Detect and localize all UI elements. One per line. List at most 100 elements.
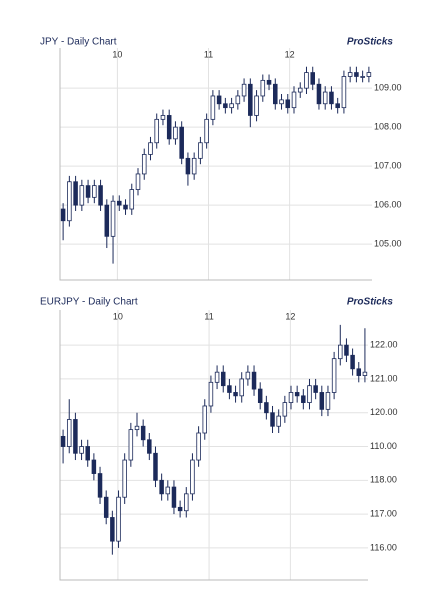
candle-body <box>338 344 343 360</box>
candle-body <box>60 208 66 222</box>
candle-body <box>85 185 91 198</box>
candle-body <box>148 142 153 155</box>
candle-body <box>141 154 147 175</box>
candle-body <box>79 446 84 454</box>
candle-body <box>97 473 103 498</box>
candle-body <box>270 412 275 427</box>
candle-body <box>223 103 228 109</box>
candle-body <box>282 402 288 417</box>
candle-body <box>160 115 166 120</box>
candle-body <box>184 493 189 512</box>
candle-body <box>335 103 340 109</box>
candle-body <box>166 115 172 140</box>
candle-body <box>104 204 110 237</box>
candle-body <box>85 446 90 461</box>
candle-body <box>66 419 72 447</box>
candle-body <box>297 87 303 93</box>
candle-body <box>294 392 300 397</box>
candle-body <box>196 432 201 461</box>
candle-body <box>354 72 359 77</box>
candle-body <box>325 392 331 410</box>
y-tick-label: 117.00 <box>370 508 397 518</box>
y-tick-label: 118.00 <box>370 475 397 485</box>
candle-body <box>216 95 222 105</box>
candle-body <box>260 79 266 97</box>
plot-frame <box>59 48 372 281</box>
y-tick-label: 121.00 <box>370 373 398 383</box>
candle-body <box>128 429 134 461</box>
candle-body <box>98 185 103 206</box>
candle-body <box>202 405 208 434</box>
candle-body <box>331 358 337 393</box>
candle-body <box>198 142 203 159</box>
candle-body <box>307 385 312 403</box>
candle-body <box>110 517 115 542</box>
candle-body <box>254 95 259 116</box>
x-tick-label: 11 <box>204 49 213 59</box>
candle-body <box>92 185 97 198</box>
candle-body <box>229 103 234 109</box>
candle-body <box>285 99 291 109</box>
x-tick-label: 11 <box>204 311 213 321</box>
candle-body <box>60 435 66 447</box>
candle-body <box>91 459 97 474</box>
candle-body <box>257 388 263 403</box>
brand: ProSticks <box>347 37 394 48</box>
candle-body <box>179 126 184 159</box>
candle-body <box>171 486 177 508</box>
candle-body <box>190 459 195 495</box>
candle-body <box>153 452 158 481</box>
y-tick-label: 122.00 <box>370 340 398 350</box>
candle-body <box>301 395 306 403</box>
candle-body <box>177 506 183 512</box>
candle-body <box>233 392 238 397</box>
candle-body <box>279 99 284 105</box>
candle-body <box>210 95 216 120</box>
candle-body <box>191 157 197 175</box>
candle-body <box>344 344 349 356</box>
candle-body <box>73 181 78 206</box>
brand: ProSticks <box>347 297 394 308</box>
candle-body <box>360 76 365 78</box>
candle-body <box>134 425 140 431</box>
candle-body <box>276 415 281 427</box>
y-tick-label: 110.00 <box>370 441 397 451</box>
candle-body <box>173 126 178 140</box>
candle-body <box>135 173 141 190</box>
candle-body <box>304 72 309 89</box>
candle-body <box>350 354 355 370</box>
candle-body <box>154 118 159 144</box>
candle-body <box>316 83 322 105</box>
candle-body <box>73 419 78 454</box>
candle-body <box>248 83 253 116</box>
y-tick-label: 120.00 <box>370 407 398 417</box>
chart-title: JPY - Daily Chart <box>40 37 117 48</box>
candle-body <box>227 385 232 393</box>
candle-body <box>67 181 72 222</box>
candle-body <box>147 439 152 454</box>
candle-body <box>251 371 257 390</box>
candle-body <box>341 76 347 109</box>
y-tick-label: 106.00 <box>374 200 402 210</box>
candle-body <box>140 425 146 441</box>
candle-body <box>291 91 297 109</box>
candle-body <box>241 83 247 97</box>
y-tick-label: 108.00 <box>374 122 402 132</box>
chart-title: EURJPY - Daily Chart <box>40 297 138 308</box>
candle-body <box>122 459 127 498</box>
candle-body <box>347 72 353 77</box>
candle-body <box>79 185 85 206</box>
candle-body <box>356 368 362 376</box>
candle-body <box>310 72 315 85</box>
x-tick-label: 12 <box>285 49 295 59</box>
candle-body <box>129 189 135 210</box>
candle-body <box>123 204 128 210</box>
candle-body <box>116 496 121 542</box>
candle-body <box>117 200 122 206</box>
candle-body <box>235 95 241 105</box>
x-tick-label: 10 <box>113 311 123 321</box>
y-tick-label: 116.00 <box>370 542 397 552</box>
candle-body <box>329 91 334 105</box>
candle-body <box>366 72 372 77</box>
